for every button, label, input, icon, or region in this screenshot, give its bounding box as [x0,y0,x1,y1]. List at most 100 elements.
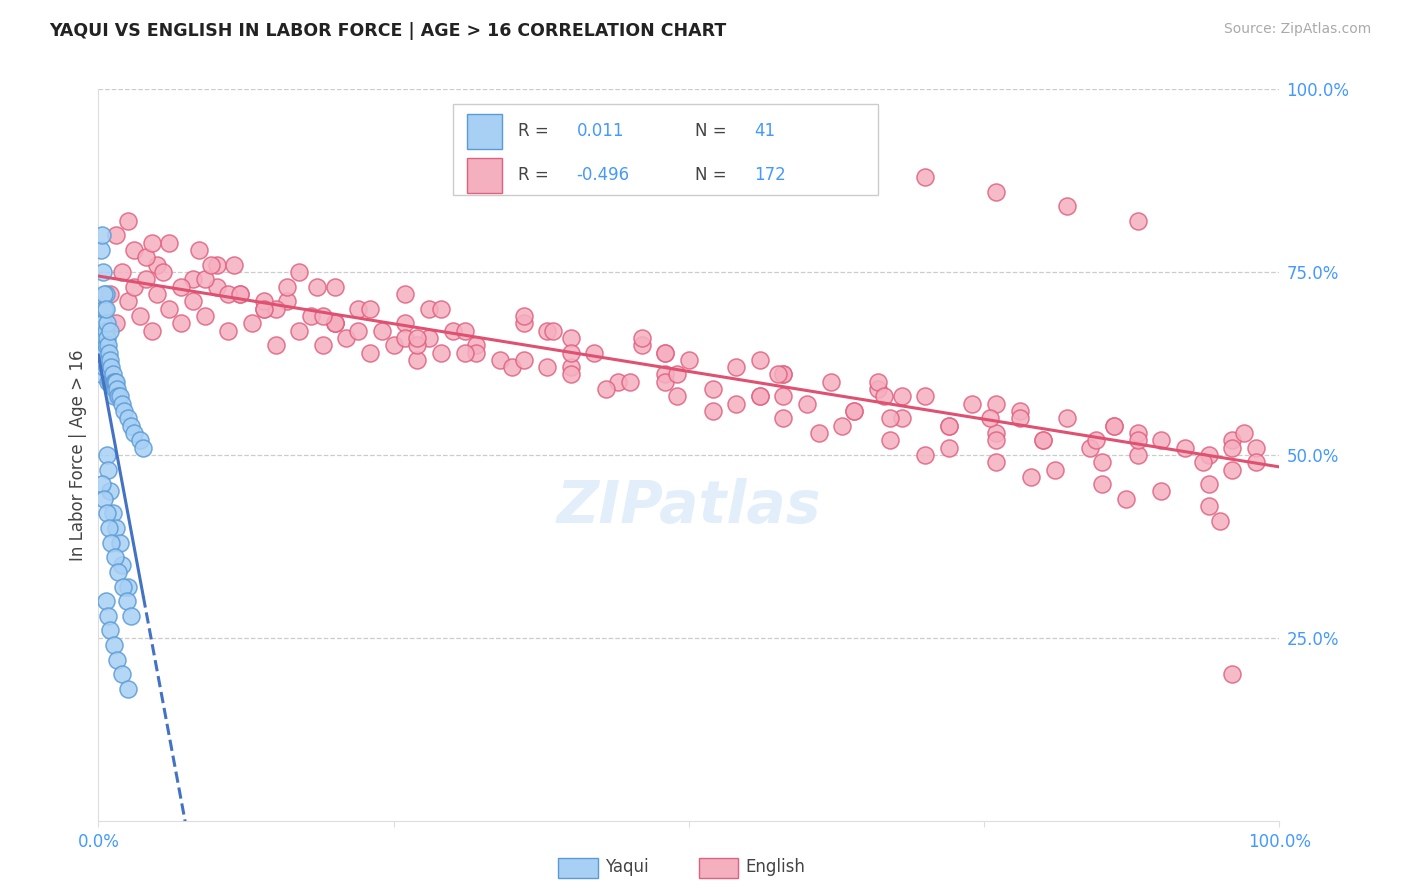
Point [1198,448,1220,462]
Point [122,243,145,257]
Point [200,258,222,272]
Point [97,352,120,367]
Point [105,316,128,330]
Point [97,608,120,623]
Point [323,316,346,330]
Point [1220,441,1243,455]
Point [347,324,370,338]
Point [1115,491,1137,506]
Point [132,441,155,455]
Point [91,228,114,243]
Point [146,258,169,272]
Point [93,301,115,316]
Point [105,521,128,535]
Point [94,301,117,316]
Point [98,324,121,338]
Point [264,301,287,316]
Point [1102,418,1125,433]
Point [101,368,124,382]
Point [866,375,889,389]
Point [117,681,139,696]
Point [702,404,724,418]
Point [1191,455,1213,469]
Point [873,389,896,403]
Point [288,265,311,279]
Point [1244,441,1267,455]
Point [501,360,523,375]
Point [94,338,117,352]
Point [1021,470,1043,484]
Point [1244,455,1267,469]
Point [583,345,606,359]
Point [112,404,135,418]
Point [323,279,346,293]
Point [122,279,145,293]
Point [654,345,676,359]
Point [305,279,328,293]
Point [430,301,453,316]
Point [111,265,134,279]
Point [607,375,630,389]
Point [194,272,217,286]
Point [93,301,115,316]
Text: Yaqui: Yaqui [605,858,648,876]
Point [98,345,121,359]
Point [135,272,157,286]
Point [560,368,582,382]
Point [1220,462,1243,476]
Point [879,411,901,425]
Point [264,338,287,352]
Point [101,507,124,521]
Point [347,301,370,316]
Point [97,375,120,389]
Point [418,331,440,345]
Point [105,228,128,243]
Point [187,243,209,257]
Point [181,272,204,286]
Point [453,345,475,359]
Point [96,331,118,345]
Point [98,484,121,499]
Point [1198,477,1220,491]
Point [288,324,311,338]
Point [101,375,124,389]
Point [654,375,676,389]
Point [1126,434,1149,448]
Point [654,345,676,359]
Point [157,235,180,250]
Point [97,338,120,352]
Point [914,389,936,403]
Point [394,331,416,345]
Point [117,580,139,594]
Point [879,434,901,448]
Point [323,316,346,330]
Point [844,404,866,418]
Point [1150,484,1173,499]
Point [98,368,121,382]
Point [984,185,1007,199]
Point [108,389,131,403]
Point [666,368,689,382]
Point [489,352,512,367]
Point [135,251,157,265]
Point [1209,514,1232,528]
Point [844,404,866,418]
Point [98,375,121,389]
Point [678,352,700,367]
Text: Source: ZipAtlas.com: Source: ZipAtlas.com [1223,22,1371,37]
Point [512,316,534,330]
Point [772,368,794,382]
Point [205,279,228,293]
Point [890,389,912,403]
Point [93,360,115,375]
Point [100,360,122,375]
Point [536,324,558,338]
Point [100,375,122,389]
Point [94,324,117,338]
Bar [467,158,502,193]
Point [224,258,246,272]
Point [1126,214,1149,228]
Point [335,331,357,345]
Point [984,434,1007,448]
Point [630,338,652,352]
